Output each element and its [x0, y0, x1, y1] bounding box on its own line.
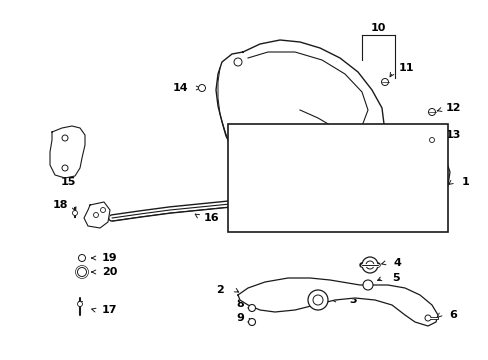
Circle shape: [198, 85, 205, 91]
Circle shape: [72, 211, 77, 216]
Circle shape: [347, 150, 355, 158]
Text: 20: 20: [102, 267, 117, 277]
Circle shape: [361, 257, 377, 273]
Text: 1: 1: [461, 177, 469, 187]
Circle shape: [427, 108, 435, 116]
Circle shape: [307, 290, 327, 310]
Text: 11: 11: [398, 63, 414, 73]
Text: 2: 2: [216, 285, 224, 295]
Circle shape: [381, 78, 387, 85]
Text: 14: 14: [172, 83, 187, 93]
Circle shape: [77, 301, 82, 306]
Polygon shape: [216, 40, 383, 182]
Bar: [227, 124, 447, 232]
Circle shape: [312, 295, 323, 305]
Circle shape: [101, 207, 105, 212]
Circle shape: [244, 148, 251, 156]
Circle shape: [280, 193, 289, 203]
Text: 12: 12: [445, 103, 461, 113]
Circle shape: [62, 135, 68, 141]
Text: 3: 3: [348, 295, 356, 305]
Circle shape: [418, 171, 436, 189]
Circle shape: [62, 165, 68, 171]
Text: 13: 13: [445, 130, 461, 140]
Text: 17: 17: [102, 305, 117, 315]
Text: 15: 15: [60, 177, 76, 187]
Circle shape: [79, 255, 85, 261]
Polygon shape: [50, 126, 85, 178]
Circle shape: [365, 261, 373, 269]
Circle shape: [234, 58, 242, 66]
Text: 10: 10: [369, 23, 385, 33]
Text: 9: 9: [236, 313, 244, 323]
Circle shape: [348, 148, 355, 156]
Circle shape: [424, 315, 430, 321]
Text: 8: 8: [236, 299, 244, 309]
Text: 5: 5: [391, 273, 399, 283]
Text: 19: 19: [102, 253, 118, 263]
Circle shape: [362, 280, 372, 290]
Circle shape: [248, 319, 255, 325]
Circle shape: [428, 138, 434, 143]
Text: 18: 18: [52, 200, 68, 210]
Polygon shape: [84, 202, 110, 228]
Circle shape: [409, 162, 445, 198]
Text: 16: 16: [203, 213, 219, 223]
Circle shape: [313, 160, 325, 172]
Circle shape: [244, 148, 251, 156]
Text: 6: 6: [448, 310, 456, 320]
Text: 4: 4: [393, 258, 401, 268]
Text: 7: 7: [271, 205, 279, 215]
Polygon shape: [397, 144, 449, 212]
Circle shape: [77, 267, 86, 276]
Circle shape: [248, 305, 255, 311]
Polygon shape: [238, 278, 437, 326]
Circle shape: [257, 220, 262, 225]
Circle shape: [93, 212, 98, 217]
